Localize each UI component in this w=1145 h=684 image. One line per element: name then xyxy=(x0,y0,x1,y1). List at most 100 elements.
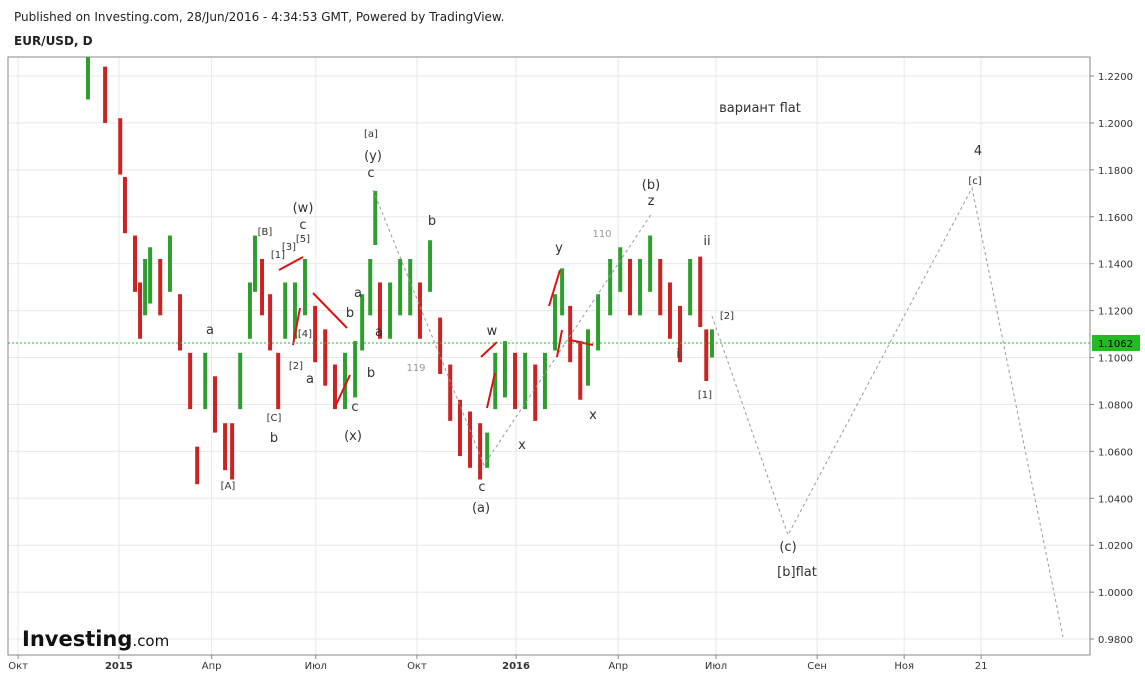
price-bar xyxy=(408,258,413,316)
wave-label: z xyxy=(648,194,655,209)
wave-label: [2] xyxy=(720,311,734,322)
wave-label: a xyxy=(306,372,314,387)
price-bar xyxy=(85,57,90,100)
price-bar xyxy=(360,294,365,351)
price-bar xyxy=(502,341,507,398)
price-bar xyxy=(178,294,183,351)
price-bar xyxy=(223,423,228,471)
price-bar xyxy=(468,411,473,468)
price-bar xyxy=(698,256,703,328)
y-tick-label: 1.2000 xyxy=(1098,119,1133,130)
price-bar xyxy=(188,352,193,410)
wave-label: (c) xyxy=(779,540,796,555)
price-bar xyxy=(230,423,235,480)
price-bar xyxy=(585,329,590,386)
y-tick-label: 1.1600 xyxy=(1098,213,1133,224)
wave-label: a xyxy=(206,323,214,338)
last-price-tag xyxy=(1092,334,1140,351)
wave-label: c xyxy=(478,480,485,495)
price-bar xyxy=(596,294,601,351)
price-bar xyxy=(560,268,565,316)
price-bar xyxy=(303,258,308,316)
plot-frame xyxy=(7,56,1091,656)
wave-label: (b) xyxy=(642,178,660,193)
y-tick-label: 1.2200 xyxy=(1098,72,1133,83)
wave-label: (w) xyxy=(293,201,314,216)
price-bar xyxy=(478,423,483,480)
price-bar xyxy=(627,258,632,316)
y-tick-label: 1.1200 xyxy=(1098,307,1133,318)
price-bar xyxy=(398,258,403,316)
y-tick-label: 1.0400 xyxy=(1098,494,1133,505)
price-bar xyxy=(148,247,153,304)
logo: Investing.com xyxy=(22,627,169,651)
price-bar xyxy=(638,258,643,316)
price-bar xyxy=(493,352,498,410)
symbol: EUR/USD, D xyxy=(14,34,93,48)
wave-label: [A] xyxy=(221,481,236,492)
price-bar xyxy=(260,258,265,316)
price-bar xyxy=(658,258,663,316)
wave-label: a xyxy=(375,325,383,340)
y-tick-label: 1.0800 xyxy=(1098,400,1133,411)
price-bar xyxy=(457,399,462,457)
price-bar xyxy=(212,376,217,433)
x-tick-label: Апр xyxy=(608,661,628,672)
x-tick-label: 2015 xyxy=(105,661,133,672)
price-bar xyxy=(283,282,288,339)
price-bar xyxy=(618,247,623,292)
price-bar xyxy=(688,258,693,316)
price-bar xyxy=(332,364,337,410)
price-bar xyxy=(103,66,108,123)
price-bar xyxy=(377,282,382,339)
y-tick-label: 1.0600 xyxy=(1098,447,1133,458)
logo-main: Investing xyxy=(22,627,132,651)
price-bar xyxy=(167,235,172,292)
price-bar xyxy=(608,258,613,316)
wave-label: вариант flat xyxy=(719,101,801,116)
price-bar xyxy=(704,329,709,381)
price-bar xyxy=(368,258,373,316)
price-bar xyxy=(247,282,252,339)
wave-label: [3] xyxy=(282,242,296,253)
wave-label: b xyxy=(367,366,375,381)
price-bar xyxy=(252,235,257,292)
price-bar xyxy=(568,305,573,363)
wave-label: [В] xyxy=(258,227,273,238)
wave-lines xyxy=(278,256,594,409)
wave-label: (x) xyxy=(344,429,362,444)
price-bar xyxy=(143,258,148,316)
price-bar xyxy=(523,352,528,410)
wave-label: 110 xyxy=(592,229,611,240)
y-tick-label: 1.1800 xyxy=(1098,166,1133,177)
wave-label: b xyxy=(428,214,436,229)
price-bar xyxy=(292,282,297,339)
x-tick-label: Июл xyxy=(305,661,327,672)
wave-label: b xyxy=(346,306,354,321)
wave-label: 4 xyxy=(974,144,982,159)
price-bar xyxy=(513,352,518,410)
price-bar xyxy=(118,118,123,175)
x-tick-label: Окт xyxy=(407,661,427,672)
wave-label: [2] xyxy=(289,361,303,372)
x-tick-label: Сен xyxy=(807,661,827,672)
wave-projections xyxy=(372,186,1064,638)
price-bar xyxy=(276,352,281,410)
x-tick-label: 2016 xyxy=(502,661,530,672)
logo-suffix: .com xyxy=(132,632,169,650)
price-bar xyxy=(438,317,443,374)
wave-label: [b]flat xyxy=(777,565,817,580)
last-price-label: 1.1062 xyxy=(1098,339,1133,350)
wave-label: x xyxy=(589,408,597,423)
wave-label: w xyxy=(487,324,498,339)
price-bar xyxy=(667,282,672,339)
wave-label: x xyxy=(518,438,526,453)
x-tick-label: Окт xyxy=(8,661,28,672)
price-bar xyxy=(158,258,163,316)
x-tick-label: 21 xyxy=(975,661,988,672)
price-bar xyxy=(268,294,273,351)
price-bar xyxy=(428,240,433,292)
price-bar xyxy=(313,305,318,363)
price-bar xyxy=(709,329,714,358)
